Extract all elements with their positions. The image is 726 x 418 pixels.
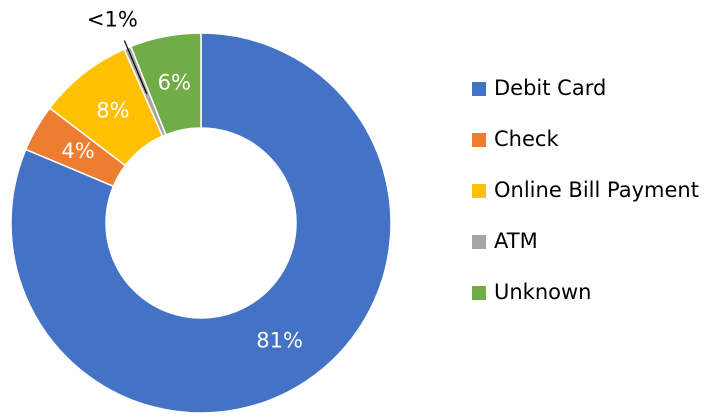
- data-label: <1%: [87, 7, 138, 31]
- legend-label: Unknown: [494, 280, 591, 304]
- donut-slice: [10, 32, 392, 414]
- donut-slice: [129, 32, 202, 136]
- legend-label: Online Bill Payment: [494, 178, 699, 202]
- data-label: 8%: [96, 99, 129, 123]
- data-label: 81%: [256, 328, 303, 352]
- legend-swatch: [472, 133, 486, 147]
- data-label: 6%: [158, 71, 191, 95]
- legend-swatch: [472, 82, 486, 96]
- legend-swatch: [472, 235, 486, 249]
- legend-swatch: [472, 286, 486, 300]
- legend-swatch: [472, 184, 486, 198]
- legend-label: ATM: [494, 229, 538, 253]
- legend-label: Check: [494, 127, 559, 151]
- leader-line: [123, 40, 148, 95]
- legend-label: Debit Card: [494, 76, 606, 100]
- data-label: 4%: [61, 139, 94, 163]
